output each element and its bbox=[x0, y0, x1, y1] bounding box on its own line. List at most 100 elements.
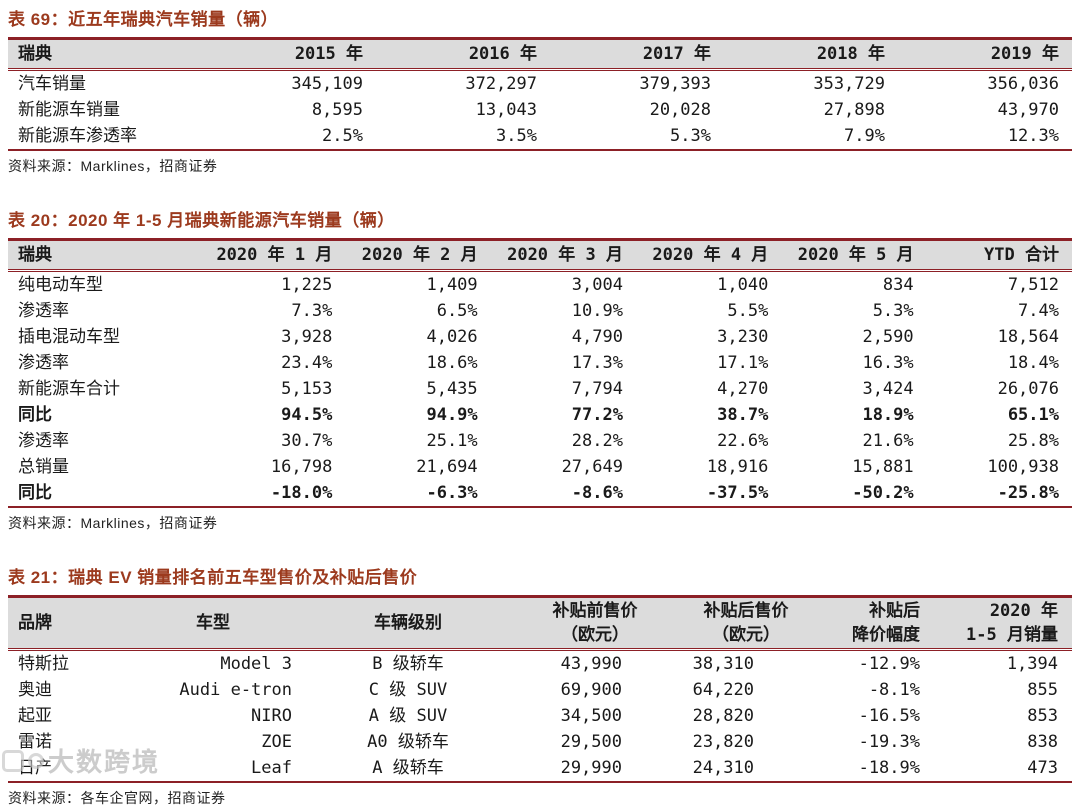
table-cell: 18.6% bbox=[426, 353, 478, 373]
table-cell: 838 bbox=[1027, 732, 1058, 752]
table-cell: 94.9% bbox=[426, 405, 478, 425]
table-cell: 起亚 bbox=[18, 706, 52, 726]
table-row: 奥迪 Audi e-tron C 级 SUV 69,900 64,220 -8.1% 855 bbox=[8, 677, 1072, 703]
table-cell: 6.5% bbox=[436, 301, 478, 321]
column-header: 瑞典 bbox=[8, 239, 200, 272]
table-cell: Model 3 bbox=[220, 654, 292, 674]
table-cell: 18.4% bbox=[1007, 353, 1059, 373]
column-header: 2020 年 2 月 bbox=[345, 239, 491, 272]
table-cell: 7.3% bbox=[291, 301, 333, 321]
table-row: 同比 94.5% 94.9% 77.2% 38.7% 18.9% 65.1% bbox=[8, 402, 1072, 428]
column-header: 2020 年 3 月 bbox=[490, 239, 636, 272]
table-cell: 1,040 bbox=[717, 275, 769, 295]
table-cell: 新能源车合计 bbox=[18, 379, 120, 399]
table-cell: 29,500 bbox=[560, 732, 622, 752]
table-cell: 1,409 bbox=[426, 275, 478, 295]
table-cell: 21.6% bbox=[862, 431, 914, 451]
table-cell: 26,076 bbox=[997, 379, 1059, 399]
table-cell: 8,595 bbox=[311, 100, 363, 120]
column-header: 车辆级别 bbox=[308, 596, 508, 651]
table-row: 汽车销量 345,109 372,297 379,393 353,729 356,036 bbox=[8, 70, 1072, 98]
table-cell: 43,970 bbox=[997, 100, 1059, 120]
table-row: 新能源车销量 8,595 13,043 20,028 27,898 43,970 bbox=[8, 97, 1072, 123]
table-cell: 1,394 bbox=[1006, 654, 1058, 674]
table-row: 插电混动车型 3,928 4,026 4,790 3,230 2,590 18,564 bbox=[8, 324, 1072, 350]
column-header: 2017 年 bbox=[550, 38, 724, 71]
table-cell: -18.9% bbox=[858, 758, 920, 778]
table-cell: 日产 bbox=[18, 758, 52, 778]
table-cell: 新能源车销量 bbox=[18, 100, 120, 120]
table-cell: 77.2% bbox=[571, 405, 623, 425]
table-cell: 1,225 bbox=[281, 275, 333, 295]
table-cell: 16.3% bbox=[862, 353, 914, 373]
table-cell: 64,220 bbox=[692, 680, 754, 700]
table-cell: 5.3% bbox=[670, 126, 711, 146]
column-header: 补贴前售价 （欧元） bbox=[508, 596, 682, 651]
table-cell: -8.1% bbox=[868, 680, 920, 700]
table-cell: 新能源车渗透率 bbox=[18, 126, 137, 146]
table-21-title: 表 21：瑞典 EV 销量排名前五车型售价及补贴后售价 bbox=[8, 568, 418, 587]
table-cell: 20,028 bbox=[649, 100, 711, 120]
table-cell: 3.5% bbox=[496, 126, 537, 146]
table-cell: 汽车销量 bbox=[18, 74, 86, 94]
table-21-section: 表 21：瑞典 EV 销量排名前五车型售价及补贴后售价 品牌 车型 车辆级别 补贴前售… bbox=[8, 563, 1072, 808]
table-row: 渗透率 7.3% 6.5% 10.9% 5.5% 5.3% 7.4% bbox=[8, 298, 1072, 324]
table-cell: 34,500 bbox=[560, 706, 622, 726]
table-cell: 3,424 bbox=[862, 379, 914, 399]
table-cell: 353,729 bbox=[813, 74, 885, 94]
table-69: 瑞典 2015 年 2016 年 2017 年 2018 年 2019 年汽车销量 345,… bbox=[8, 37, 1072, 151]
column-header: 补贴后 降价幅度 bbox=[810, 596, 932, 651]
table-cell: 345,109 bbox=[291, 74, 363, 94]
table-cell: 7,794 bbox=[571, 379, 623, 399]
table-cell: 356,036 bbox=[987, 74, 1059, 94]
table-row: 日产 Leaf A 级轿车 29,990 24,310 -18.9% 473 bbox=[8, 755, 1072, 782]
column-header: 2020 年 1-5 月销量 bbox=[932, 596, 1072, 651]
table-cell: 5.3% bbox=[872, 301, 914, 321]
table-cell: A0 级轿车 bbox=[367, 732, 449, 752]
table-cell: 5.5% bbox=[727, 301, 769, 321]
table-cell: -6.3% bbox=[426, 483, 478, 503]
table-cell: 4,270 bbox=[717, 379, 769, 399]
table-cell: -16.5% bbox=[858, 706, 920, 726]
table-cell: 18,916 bbox=[706, 457, 769, 477]
table-cell: -18.0% bbox=[270, 483, 333, 503]
table-cell: 18,564 bbox=[997, 327, 1059, 347]
column-header: 品牌 bbox=[8, 596, 118, 651]
table-cell: 100,938 bbox=[987, 457, 1059, 477]
table-cell: 372,297 bbox=[465, 74, 537, 94]
table-69-title: 表 69：近五年瑞典汽车销量（辆） bbox=[8, 10, 279, 29]
table-cell: 17.1% bbox=[717, 353, 769, 373]
table-21-source: 资料来源：各车企官网，招商证券 bbox=[8, 790, 226, 806]
table-cell: Leaf bbox=[251, 758, 292, 778]
table-cell: A 级轿车 bbox=[372, 758, 444, 778]
table-cell: NIRO bbox=[251, 706, 292, 726]
table-row: 起亚 NIRO A 级 SUV 34,500 28,820 -16.5% 853 bbox=[8, 703, 1072, 729]
table-69-source: 资料来源：Marklines，招商证券 bbox=[8, 158, 218, 174]
table-row: 同比 -18.0% -6.3% -8.6% -37.5% -50.2% -25.8% bbox=[8, 480, 1072, 507]
table-cell: -50.2% bbox=[852, 483, 914, 503]
table-cell: 27,898 bbox=[823, 100, 885, 120]
table-cell: 3,928 bbox=[281, 327, 333, 347]
table-20: 瑞典 2020 年 1 月 2020 年 2 月 2020 年 3 月 2020 年 4… bbox=[8, 238, 1072, 508]
table-cell: -12.9% bbox=[858, 654, 920, 674]
table-cell: -25.8% bbox=[997, 483, 1059, 503]
table-cell: 473 bbox=[1027, 758, 1058, 778]
table-cell: 渗透率 bbox=[18, 301, 69, 321]
table-cell: 特斯拉 bbox=[18, 654, 69, 674]
table-cell: 渗透率 bbox=[18, 431, 69, 451]
table-row: 渗透率 30.7% 25.1% 28.2% 22.6% 21.6% 25.8% bbox=[8, 428, 1072, 454]
table-cell: 同比 bbox=[18, 405, 52, 425]
column-header: 2015 年 bbox=[202, 38, 376, 71]
table-cell: 28,820 bbox=[692, 706, 754, 726]
table-row: 总销量 16,798 21,694 27,649 18,916 15,881 100,938 bbox=[8, 454, 1072, 480]
table-cell: 22.6% bbox=[717, 431, 769, 451]
table-cell: B 级轿车 bbox=[372, 654, 444, 674]
table-cell: 27,649 bbox=[561, 457, 623, 477]
column-header: 2020 年 5 月 bbox=[781, 239, 927, 272]
column-header: 2019 年 bbox=[898, 38, 1072, 71]
table-20-source: 资料来源：Marklines，招商证券 bbox=[8, 515, 218, 531]
table-cell: 5,153 bbox=[281, 379, 333, 399]
table-cell: 4,790 bbox=[571, 327, 623, 347]
